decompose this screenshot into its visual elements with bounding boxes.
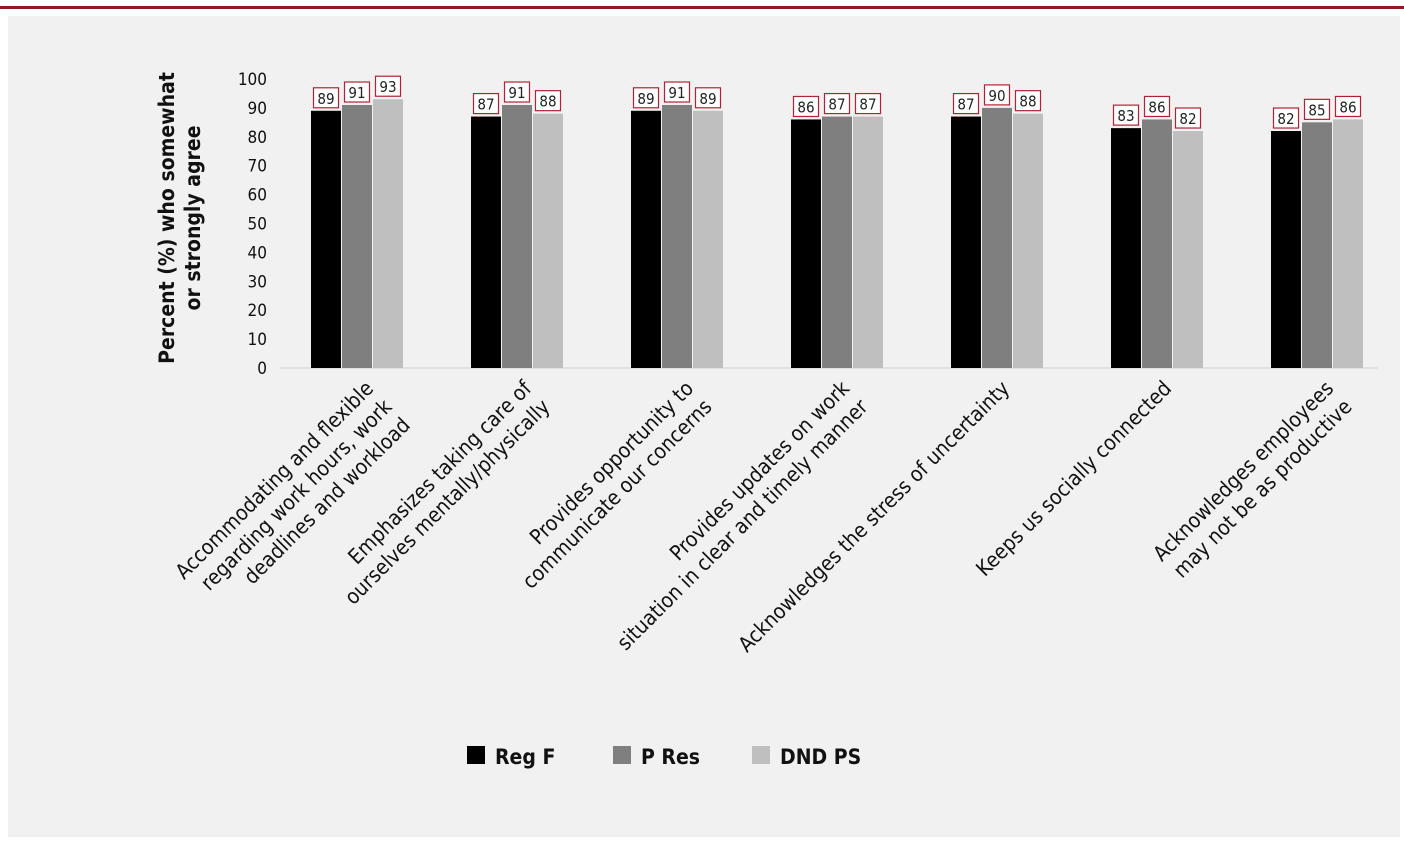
y-tick-label: 30 — [248, 272, 267, 292]
data-label: 88 — [534, 90, 562, 112]
category-label-line: Acknowledges employees — [1148, 376, 1338, 566]
data-label: 91 — [343, 81, 371, 103]
y-tick-label: 70 — [248, 157, 267, 177]
bar-p-res — [822, 116, 852, 368]
data-label-text: 82 — [1277, 110, 1294, 128]
data-label-text: 91 — [508, 84, 525, 102]
y-axis-label: Percent (%) who somewhat or strongly agr… — [155, 72, 205, 364]
bar-reg-f — [1111, 128, 1141, 368]
bar-reg-f — [311, 110, 341, 368]
y-tick-label: 0 — [257, 359, 267, 379]
data-label-text: 87 — [859, 96, 876, 114]
data-label: 82 — [1272, 107, 1300, 129]
data-label-text: 89 — [699, 90, 716, 108]
bar-p-res — [1302, 122, 1332, 368]
data-label-text: 83 — [1117, 107, 1134, 125]
top-rule — [0, 6, 1404, 9]
y-tick-label: 60 — [248, 186, 267, 206]
data-label: 82 — [1174, 107, 1202, 129]
y-tick-label: 20 — [248, 301, 267, 321]
data-label-text: 86 — [1148, 98, 1165, 116]
y-tick-label: 40 — [248, 243, 267, 263]
data-label: 87 — [854, 92, 882, 115]
bar-reg-f — [1271, 131, 1301, 368]
data-label: 89 — [312, 87, 340, 109]
data-label-text: 87 — [957, 96, 974, 114]
data-label-text: 90 — [988, 87, 1005, 105]
y-tick-label: 10 — [248, 330, 267, 350]
y-tick-label: 90 — [248, 99, 267, 119]
data-label-text: 93 — [379, 78, 396, 96]
data-label-text: 87 — [828, 96, 845, 114]
data-label-text: 89 — [317, 90, 334, 108]
data-label: 83 — [1112, 104, 1140, 126]
data-label: 86 — [1334, 95, 1362, 118]
data-label-text: 86 — [1339, 98, 1356, 116]
category-label-line: Provides opportunity to — [525, 376, 698, 549]
y-axis-label-line-1: Percent (%) who somewhat — [155, 72, 179, 364]
data-label-text: 91 — [348, 84, 365, 102]
bar-dnd-ps — [693, 110, 723, 368]
data-label: 87 — [952, 92, 980, 115]
y-tick-labels: 0 10 20 30 40 50 60 70 80 90 100 — [238, 70, 267, 379]
data-label: 86 — [792, 95, 820, 118]
bar-dnd-ps — [853, 116, 883, 368]
y-tick-label: 80 — [248, 128, 267, 148]
legend-label-p-res: P Res — [641, 745, 700, 769]
bar-p-res — [1142, 119, 1172, 369]
bar-p-res — [662, 105, 692, 368]
bar-reg-f — [631, 110, 661, 368]
bar-dnd-ps — [373, 99, 403, 368]
legend-swatch-p-res — [613, 746, 631, 764]
data-label: 86 — [1143, 95, 1171, 118]
data-labels: 89 91 93 87 91 88 89 91 89 86 87 87 87 90 88 83 86 82 82 85… — [312, 75, 1362, 129]
bar-reg-f — [951, 116, 981, 368]
bar-p-res — [982, 107, 1012, 369]
legend-label-reg-f: Reg F — [495, 745, 555, 769]
legend-swatch-dnd-ps — [752, 746, 770, 764]
data-label-text: 82 — [1179, 110, 1196, 128]
category-label: Keeps us socially connected — [971, 376, 1176, 581]
bar-dnd-ps — [1173, 131, 1203, 368]
data-label: 89 — [694, 87, 722, 109]
bar-reg-f — [791, 119, 821, 369]
category-label-line: Keeps us socially connected — [971, 376, 1176, 581]
bar-dnd-ps — [1013, 113, 1043, 369]
category-label-line: Acknowledges the stress of uncertainty — [734, 376, 1015, 657]
legend-label-dnd-ps: DND PS — [780, 745, 861, 769]
bar-p-res — [342, 105, 372, 368]
data-label-text: 88 — [539, 93, 556, 111]
bar-p-res — [502, 105, 532, 368]
data-label-text: 87 — [477, 96, 494, 114]
data-label-text: 89 — [637, 90, 654, 108]
data-label: 87 — [472, 92, 500, 115]
y-axis-label-line-2: or strongly agree — [181, 125, 205, 310]
data-label: 85 — [1303, 98, 1331, 120]
legend-swatch-reg-f — [467, 746, 485, 764]
data-label: 87 — [823, 92, 851, 115]
data-label-text: 86 — [797, 98, 814, 116]
data-label: 91 — [663, 81, 691, 103]
data-label: 90 — [983, 84, 1011, 106]
data-label-text: 91 — [668, 84, 685, 102]
bars — [311, 99, 1363, 369]
data-label: 88 — [1014, 90, 1042, 112]
data-label-text: 85 — [1308, 101, 1325, 119]
category-label-line: may not be as productive — [1169, 395, 1357, 583]
data-label: 91 — [503, 81, 531, 103]
bar-dnd-ps — [533, 113, 563, 369]
y-tick-label: 100 — [238, 70, 267, 90]
data-label: 93 — [374, 75, 402, 97]
legend: Reg F P Res DND PS — [467, 745, 861, 769]
data-label: 89 — [632, 87, 660, 109]
category-label: Acknowledges the stress of uncertainty — [734, 376, 1015, 657]
data-label-text: 88 — [1019, 93, 1036, 111]
bar-reg-f — [471, 116, 501, 368]
bar-dnd-ps — [1333, 119, 1363, 369]
y-tick-label: 50 — [248, 215, 267, 235]
